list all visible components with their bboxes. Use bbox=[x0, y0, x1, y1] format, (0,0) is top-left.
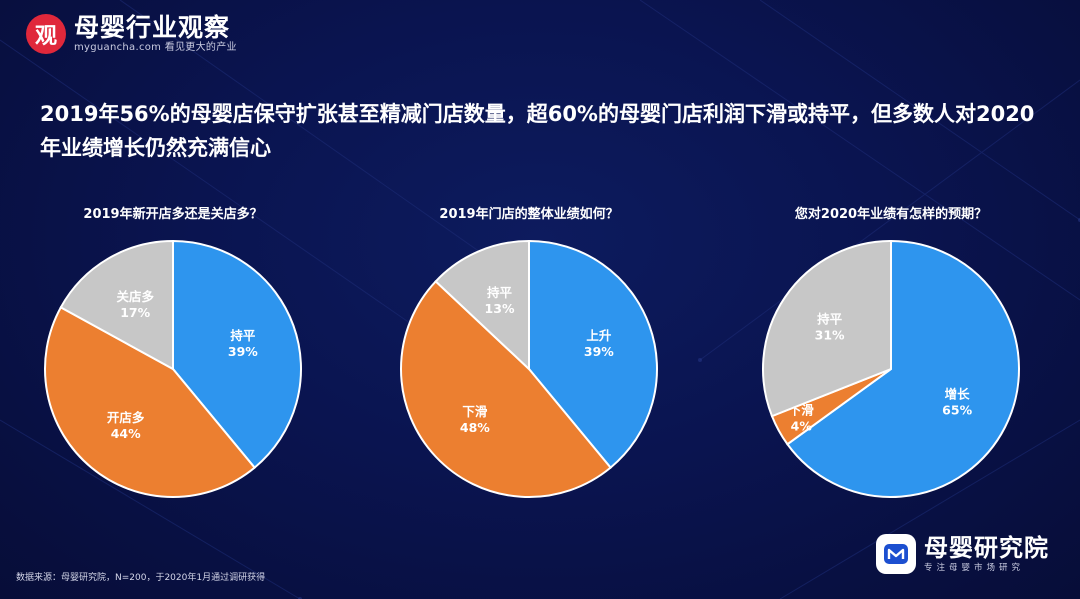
slice-percent: 17% bbox=[120, 305, 150, 320]
slice-percent: 31% bbox=[815, 327, 845, 342]
pie-chart-1: 2019年新开店多还是关店多？ 持平 39% 开店多 44% 关店多 17% bbox=[8, 205, 338, 499]
slice-percent: 39% bbox=[228, 344, 258, 359]
app-logo: 观 母婴行业观察 myguancha.com 看见更大的产业 bbox=[26, 14, 237, 54]
slice-label: 持平 bbox=[487, 285, 513, 300]
page-headline: 2019年56%的母婴店保守扩张甚至精减门店数量，超60%的母婴门店利润下滑或持… bbox=[40, 102, 1035, 160]
brand-logo: 母婴研究院 专注母婴市场研究 bbox=[876, 534, 1049, 574]
brand-name: 母婴研究院 bbox=[924, 534, 1049, 562]
pie-chart-2: 2019年门店的整体业绩如何？ 上升 39% 下滑 48% 持平 13% bbox=[364, 205, 694, 499]
slice-percent: 13% bbox=[485, 301, 515, 316]
pie-slice bbox=[400, 279, 612, 498]
slice-label: 增长 bbox=[945, 387, 971, 402]
chart-title: 2019年门店的整体业绩如何？ bbox=[439, 207, 619, 222]
pie-slice bbox=[59, 239, 174, 371]
pie-slice bbox=[786, 239, 1020, 498]
pie-slice bbox=[434, 239, 530, 372]
brand-subtitle: 专注母婴市场研究 bbox=[924, 563, 1025, 573]
pie-slice bbox=[762, 239, 892, 418]
slice-percent: 48% bbox=[460, 420, 490, 435]
slice-percent: 39% bbox=[584, 344, 614, 359]
logo-name: 母婴行业观察 bbox=[74, 13, 231, 42]
pie-slice bbox=[44, 305, 256, 498]
chart-title: 2019年新开店多还是关店多？ bbox=[83, 207, 263, 222]
slice-label: 下滑 bbox=[462, 404, 488, 419]
source-footnote: 数据来源：母婴研究院，N=200，于2020年1月通过调研获得 bbox=[16, 573, 266, 583]
logo-mark: 观 bbox=[26, 14, 66, 54]
slice-label: 关店多 bbox=[116, 289, 154, 304]
pie-slice bbox=[528, 239, 658, 470]
chart-title: 您对2020年业绩有怎样的预期？ bbox=[794, 207, 988, 222]
logo-subtitle: myguancha.com 看见更大的产业 bbox=[74, 42, 237, 53]
pie-slice bbox=[172, 239, 302, 470]
slice-percent: 65% bbox=[942, 403, 972, 418]
pie-chart-3: 您对2020年业绩有怎样的预期？ 增长 65% 下滑 4% 持平 31% bbox=[726, 205, 1056, 499]
slice-label: 上升 bbox=[586, 328, 612, 343]
slice-percent: 44% bbox=[111, 426, 141, 441]
slice-label: 持平 bbox=[230, 328, 256, 343]
slice-label: 持平 bbox=[817, 311, 843, 326]
brand-mark-icon bbox=[876, 534, 916, 574]
slice-percent: 4% bbox=[791, 418, 813, 433]
slice-label: 开店多 bbox=[107, 410, 145, 425]
